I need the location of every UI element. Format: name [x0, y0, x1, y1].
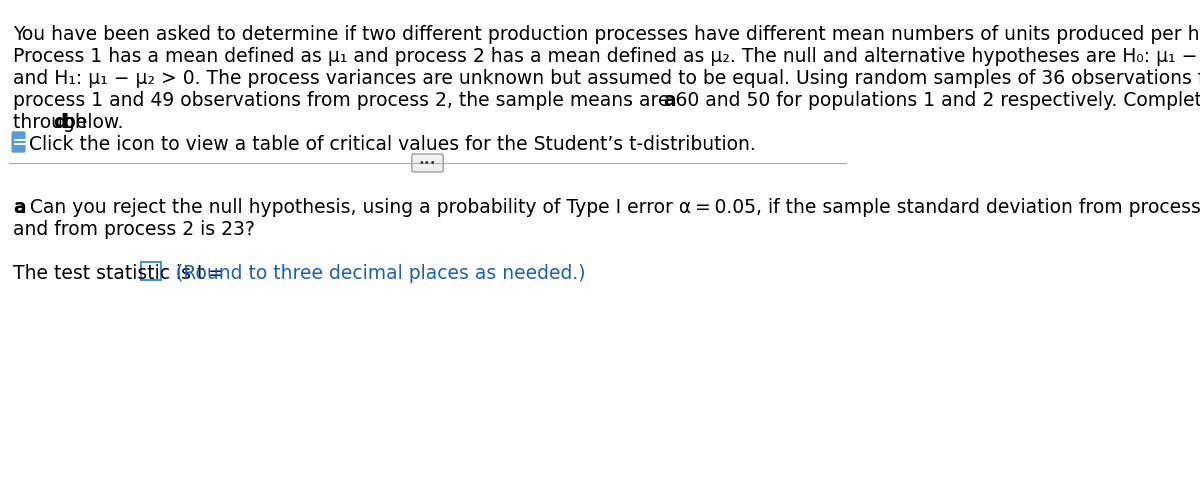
- FancyBboxPatch shape: [412, 154, 443, 172]
- Text: The test statistic is t =: The test statistic is t =: [13, 264, 223, 283]
- Text: . (Round to three decimal places as needed.): . (Round to three decimal places as need…: [164, 264, 586, 283]
- Text: You have been asked to determine if two different production processes have diff: You have been asked to determine if two …: [13, 25, 1200, 44]
- Text: process 1 and 49 observations from process 2, the sample means are 60 and 50 for: process 1 and 49 observations from proce…: [13, 91, 1200, 110]
- FancyBboxPatch shape: [142, 262, 162, 280]
- Text: below.: below.: [58, 113, 124, 132]
- Text: . Can you reject the null hypothesis, using a probability of Type I error α = 0.: . Can you reject the null hypothesis, us…: [18, 198, 1200, 217]
- Text: Process 1 has a mean defined as μ₁ and process 2 has a mean defined as μ₂. The n: Process 1 has a mean defined as μ₁ and p…: [13, 47, 1200, 66]
- FancyBboxPatch shape: [12, 132, 25, 152]
- Text: through: through: [13, 113, 92, 132]
- Text: and from process 2 is 23?: and from process 2 is 23?: [13, 220, 254, 239]
- Text: a: a: [664, 91, 676, 110]
- Text: and H₁: μ₁ − μ₂ > 0. The process variances are unknown but assumed to be equal. : and H₁: μ₁ − μ₂ > 0. The process varianc…: [13, 69, 1200, 88]
- Text: Click the icon to view a table of critical values for the Student’s t-distributi: Click the icon to view a table of critic…: [29, 135, 755, 154]
- Text: d: d: [53, 113, 66, 132]
- Text: a: a: [13, 198, 25, 217]
- Text: •••: •••: [419, 158, 437, 168]
